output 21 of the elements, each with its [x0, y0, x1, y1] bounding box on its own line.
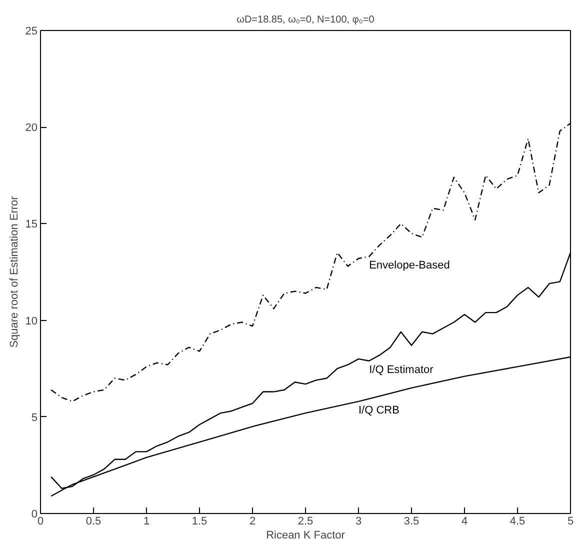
- y-axis-title: Square root of Estimation Error: [8, 196, 20, 348]
- y-tick-label: 20: [25, 122, 38, 134]
- x-tick-label: 5: [567, 516, 574, 528]
- chart-title: ωD=18.85, ω₀=0, N=100, φ₀=0: [236, 14, 375, 26]
- x-tick-label: 2: [249, 516, 256, 528]
- x-tick-label: 4.5: [510, 516, 526, 528]
- y-tick-label: 25: [25, 26, 38, 38]
- series-label: I/Q Estimator: [369, 364, 434, 376]
- x-tick-label: 1: [143, 516, 150, 528]
- x-axis-title: Ricean K Factor: [266, 530, 346, 542]
- series-label: I/Q CRB: [358, 404, 400, 416]
- x-tick-label: 4: [461, 516, 468, 528]
- x-tick-label: 3.5: [404, 516, 420, 528]
- y-tick-label: 10: [25, 315, 38, 328]
- x-tick-label: 0.5: [86, 516, 102, 528]
- y-tick-label: 15: [25, 218, 38, 231]
- series-label: Envelope-Based: [369, 260, 450, 272]
- x-tick-label: 3: [355, 516, 362, 528]
- x-tick-label: 1.5: [192, 516, 208, 528]
- x-tick-label: 2.5: [298, 516, 314, 528]
- y-tick-label: 5: [31, 412, 38, 424]
